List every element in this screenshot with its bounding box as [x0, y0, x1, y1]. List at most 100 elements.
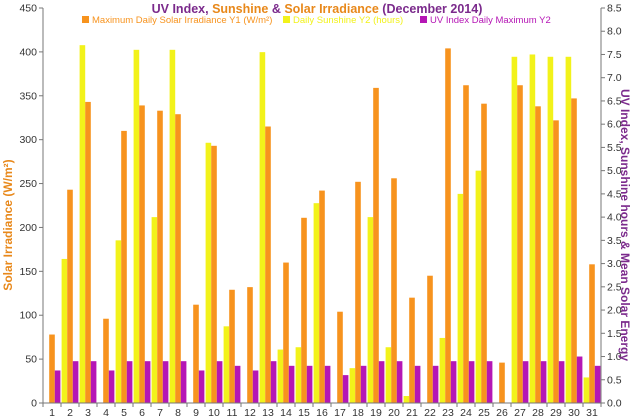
bar: [583, 377, 590, 403]
bar: [511, 56, 518, 403]
x-tick-label: 13: [262, 407, 274, 419]
bar: [229, 289, 235, 403]
legend-label: Maximum Daily Solar Irradiance Y1 (W/m²): [92, 15, 272, 26]
y2-tick-label: 0.0: [607, 398, 622, 410]
bar: [169, 49, 176, 403]
y-tick-label: 300: [19, 134, 37, 146]
x-tick-label: 17: [334, 407, 346, 419]
bar: [463, 85, 469, 404]
bar: [529, 54, 536, 403]
bar: [223, 326, 230, 403]
y2-tick-label: 6.5: [607, 95, 622, 107]
bar: [499, 362, 505, 403]
bar: [337, 311, 343, 403]
y2-tick-label: 8.0: [607, 26, 622, 38]
bar: [414, 365, 421, 403]
x-tick-label: 10: [208, 407, 220, 419]
x-tick-label: 5: [121, 407, 127, 419]
y-tick-label: 50: [25, 354, 37, 366]
y-tick-label: 0: [31, 398, 37, 410]
x-tick-label: 22: [424, 407, 436, 419]
y2-tick-label: 7.5: [607, 49, 622, 61]
x-tick-label: 20: [388, 407, 400, 419]
y2-tick-label: 6.0: [607, 119, 622, 131]
y2-axis-label: UV Index, Sunshine hours & Mean Solar En…: [618, 89, 632, 361]
x-axis-ticks: 1 2 3 4 5 6 7 8 9 10 11 12 13 14 15 16 17 18 19 20 21 22 23 24 2…: [42, 403, 602, 419]
bar: [198, 370, 205, 403]
x-tick-label: 7: [157, 407, 163, 419]
x-tick-label: 8: [175, 407, 181, 419]
legend-label: Daily Sunshine Y2 (hours): [293, 15, 403, 26]
bar: [450, 361, 457, 403]
y2-tick-label: 3.5: [607, 235, 622, 247]
bar: [270, 361, 277, 403]
bar: [121, 130, 127, 403]
y2-tick-label: 1.0: [607, 351, 622, 363]
bar: [72, 361, 79, 403]
y-tick-label: 100: [19, 310, 37, 322]
bar: [108, 370, 115, 403]
x-tick-label: 6: [139, 407, 145, 419]
bar: [457, 193, 464, 403]
bar: [265, 126, 271, 403]
bar: [342, 375, 349, 403]
y2-tick-label: 2.0: [607, 305, 622, 317]
bar: [259, 52, 266, 404]
bar: [211, 145, 217, 403]
y2-tick-label: 4.5: [607, 188, 622, 200]
bar: [535, 106, 541, 403]
bar: [175, 114, 181, 404]
x-tick-label: 4: [103, 407, 109, 419]
x-tick-label: 19: [370, 407, 382, 419]
x-tick-label: 30: [568, 407, 580, 419]
bar: [61, 258, 68, 403]
bar: [295, 347, 302, 403]
y-axis-label: Solar Irradiance (W/m²): [1, 159, 15, 290]
bar: [151, 217, 158, 403]
bar: [547, 56, 554, 403]
x-tick-label: 11: [227, 407, 238, 419]
bar: [594, 365, 601, 403]
bar: [565, 56, 572, 403]
bar: [403, 396, 410, 403]
bar: [475, 170, 482, 403]
bar: [216, 361, 223, 403]
y2-tick-label: 8.5: [607, 3, 622, 15]
legend-swatch: [82, 16, 89, 23]
y-axis-ticks: 0 50 100 150 200 250 300 350 400 450: [19, 3, 43, 410]
y-tick-label: 250: [19, 178, 37, 190]
bar: [79, 45, 86, 404]
axes: [42, 8, 602, 404]
y2-tick-label: 3.0: [607, 258, 622, 270]
y2-tick-label: 1.5: [607, 328, 622, 340]
bar: [252, 370, 259, 403]
bar: [157, 110, 163, 403]
x-tick-label: 21: [406, 407, 418, 419]
chart-title-part: UV Index: [152, 2, 206, 16]
bar: [162, 361, 169, 403]
legend: Maximum Daily Solar Irradiance Y1 (W/m²)…: [82, 15, 551, 26]
y-tick-label: 350: [19, 90, 37, 102]
y-tick-label: 150: [19, 266, 37, 278]
bar: [391, 178, 397, 403]
y2-tick-label: 4.0: [607, 212, 622, 224]
bar: [85, 101, 91, 404]
bar: [67, 189, 73, 403]
legend-label: UV Index Daily Maximum Y2: [430, 15, 551, 26]
legend-swatch: [420, 16, 427, 23]
bar: [385, 347, 392, 403]
bar: [234, 365, 241, 403]
x-tick-label: 23: [442, 407, 454, 419]
bar: [427, 275, 433, 403]
bar: [115, 240, 122, 403]
bar: [439, 337, 446, 403]
bar: [558, 361, 565, 403]
legend-swatch: [283, 16, 290, 23]
bar: [373, 87, 379, 403]
x-tick-label: 1: [49, 407, 55, 419]
x-tick-label: 25: [478, 407, 490, 419]
bar: [54, 370, 61, 403]
bar: [481, 103, 487, 404]
bar: [349, 368, 356, 403]
